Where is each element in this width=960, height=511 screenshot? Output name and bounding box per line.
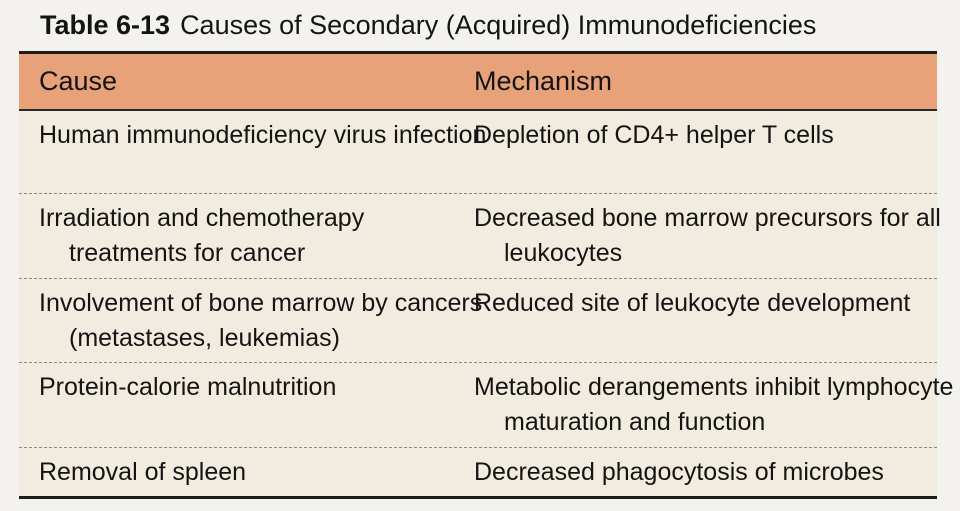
mechanism-cell: Decreased bone marrow precursors for all… xyxy=(474,204,941,267)
header-mechanism: Mechanism xyxy=(474,66,613,96)
table-caption: Causes of Secondary (Acquired) Immunodef… xyxy=(180,10,817,40)
table-row: Involvement of bone marrow by cancers (m… xyxy=(19,279,937,363)
cause-cell: Irradiation and chemotherapy treatments … xyxy=(39,204,365,267)
mechanism-cell: Metabolic derangements inhibit lymphocyt… xyxy=(474,373,954,436)
mechanism-cell: Reduced site of leukocyte development xyxy=(474,289,911,317)
table-row: Irradiation and chemotherapy treatments … xyxy=(19,194,941,279)
immunodeficiency-table: Cause Mechanism Human immunodeficiency v… xyxy=(19,51,953,499)
mechanism-cell: Decreased phagocytosis of microbes xyxy=(474,458,884,486)
table-row: Human immunodeficiency virus infection D… xyxy=(19,111,937,194)
table-title: Table 6-13 Causes of Secondary (Acquired)… xyxy=(40,6,816,44)
table-row: Protein-calorie malnutrition Metabolic d… xyxy=(19,363,953,448)
header-cause: Cause xyxy=(39,66,118,96)
table-header-row: Cause Mechanism xyxy=(19,54,937,111)
cause-cell: Removal of spleen xyxy=(39,458,247,486)
cause-cell: Involvement of bone marrow by cancers (m… xyxy=(39,289,483,352)
cause-cell: Protein-calorie malnutrition xyxy=(39,373,337,401)
table-number: Table 6-13 xyxy=(40,10,171,40)
mechanism-cell: Depletion of CD4+ helper T cells xyxy=(474,121,834,149)
table-row: Removal of spleen Decreased phagocytosis… xyxy=(19,448,937,499)
cause-cell: Human immunodeficiency virus infection xyxy=(39,121,487,149)
